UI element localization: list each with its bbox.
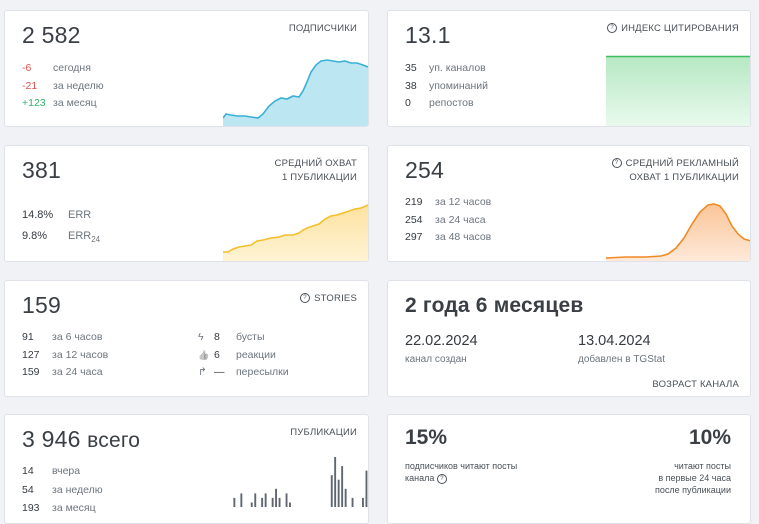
created-date: 22.02.2024 (405, 333, 478, 349)
stat-row: +123 за месяц (22, 97, 97, 109)
ad-reach-line (606, 203, 750, 259)
publications-value: 3 946 всего (22, 426, 141, 452)
citation-stats: 35 уп. каналов 38 упоминаний 0 репостов (405, 60, 488, 113)
subscribers-count: 2 582 (22, 22, 81, 48)
channel-age-card[interactable]: 2 года 6 месяцев 22.02.2024 канал создан… (387, 280, 751, 397)
citation-area (606, 56, 750, 126)
ad-reach-card[interactable]: 254 ? СРЕДНИЙ РЕКЛАМНЫЙ ОХВАТ 1 ПУБЛИКАЦИИ… (387, 145, 751, 262)
citation-card[interactable]: 13.1 ? ИНДЕКС ЦИТИРОВАНИЯ 35 уп. каналов 3… (387, 10, 751, 127)
publications-bar (362, 497, 364, 507)
publications-bar (250, 502, 253, 507)
info-icon[interactable]: ? (607, 23, 618, 34)
publications-bar (337, 479, 340, 507)
stat-row: 9.8% ERR24 (22, 230, 101, 245)
stat-row: -6 сегодня (22, 62, 91, 74)
publications-bar (240, 493, 243, 507)
added-date: 13.04.2024 (578, 333, 651, 349)
stat-row: 14.8% ERR (22, 209, 92, 221)
stories-value: 159 (22, 292, 61, 318)
reach-value: 381 (22, 157, 61, 183)
publications-bar (365, 470, 368, 507)
reach-label: СРЕДНИЙ ОХВАТ 1 ПУБЛИКАЦИИ (274, 158, 357, 183)
stat-row: 91 за 6 часов (22, 331, 103, 343)
created-label: канал создан (405, 354, 467, 365)
subscribers-sparkline[interactable] (223, 58, 369, 127)
publications-bar (285, 493, 288, 507)
bolt-icon: ϟ (198, 331, 204, 343)
subscribers-line (223, 59, 368, 119)
publications-label: ПУБЛИКАЦИИ (290, 427, 357, 438)
citation-label: ? ИНДЕКС ЦИТИРОВАНИЯ (607, 22, 739, 36)
readers-24h-caption: читают посты в первые 24 часа после публ… (655, 461, 731, 495)
ad-reach-sparkline[interactable] (606, 196, 751, 262)
publications-bar (351, 497, 354, 507)
publications-bar-chart[interactable] (223, 455, 369, 507)
share-arrow-icon: ↱ (198, 366, 207, 378)
publications-bar (271, 497, 274, 507)
stories-engagement: ϟ 8 бусты 👍 6 реакции ↱ — пересылки (198, 329, 289, 382)
publications-bar (334, 457, 337, 507)
added-label: добавлен в TGStat (578, 354, 666, 365)
stat-row: -21 за неделю (22, 79, 104, 92)
publications-bar (289, 502, 291, 507)
err-stats: 14.8% ERR 9.8% ERR24 (22, 205, 100, 250)
info-icon[interactable]: ? (436, 473, 447, 484)
readers-percent: 15% (405, 426, 448, 449)
stat-row: 297 за 48 часов (405, 231, 492, 243)
citation-index: 13.1 (405, 22, 451, 48)
subscribers-label: ПОДПИСЧИКИ (288, 23, 357, 34)
publications-bar (330, 475, 333, 507)
reach-line (223, 204, 368, 253)
info-icon[interactable]: ? (300, 293, 311, 304)
stat-row: ↱ — пересылки (198, 364, 289, 382)
stat-row: 14 вчера (22, 465, 81, 477)
publications-bar (278, 497, 281, 507)
stat-row: 35 уп. каналов (405, 62, 486, 74)
info-icon[interactable]: ? (611, 158, 622, 169)
reach-area (223, 205, 368, 261)
subscribers-area (223, 60, 368, 126)
stat-row: 👍 6 реакции (198, 347, 289, 365)
reach-card[interactable]: 381 СРЕДНИЙ ОХВАТ 1 ПУБЛИКАЦИИ 14.8% ERR 9… (4, 145, 369, 262)
publications-card[interactable]: 3 946 всего ПУБЛИКАЦИИ 14 вчера 54 за неде… (4, 414, 369, 524)
reach-sparkline[interactable] (223, 196, 369, 262)
readers-24h-percent: 10% (688, 426, 731, 449)
stat-row: 0 репостов (405, 97, 474, 109)
publications-bar (233, 497, 236, 507)
stat-row: ϟ 8 бусты (198, 329, 289, 347)
publications-bar (275, 488, 277, 507)
subscribers-stats: -6 сегодня -21 за неделю +123 за месяц (22, 60, 104, 113)
publications-bar (264, 493, 267, 507)
ad-reach-value: 254 (405, 157, 444, 183)
publications-stats: 14 вчера 54 за неделю 193 за месяц (22, 462, 103, 518)
publications-bar (261, 497, 264, 507)
ad-reach-area (606, 204, 750, 261)
ad-reach-stats: 219 за 12 часов 254 за 24 часа 297 за 48 ча… (405, 194, 491, 247)
citation-chart[interactable] (606, 51, 751, 127)
channel-age-value: 2 года 6 месяцев (405, 294, 584, 317)
stat-row: 254 за 24 часа (405, 213, 486, 226)
ad-reach-label: ? СРЕДНИЙ РЕКЛАМНЫЙ ОХВАТ 1 ПУБЛИКАЦИИ (611, 157, 739, 185)
stat-row: 159 за 24 часа (22, 366, 103, 378)
stories-views: 91 за 6 часов 127 за 12 часов 159 за 24 час… (22, 329, 108, 382)
publications-bar (341, 466, 344, 507)
stat-row: 38 упоминаний (405, 79, 489, 92)
channel-age-label: ВОЗРАСТ КАНАЛА (652, 379, 739, 390)
readers-card[interactable]: 15% подписчиков читают посты канала ? 10… (387, 414, 751, 524)
stories-card[interactable]: 159 ? STORIES 91 за 6 часов 127 за 12 часов… (4, 280, 369, 397)
publications-bar (344, 488, 347, 507)
stat-row: 54 за неделю (22, 483, 103, 496)
stat-row: 127 за 12 часов (22, 348, 109, 361)
stat-row: 193 за месяц (22, 502, 96, 514)
thumbs-up-icon: 👍 (198, 349, 210, 360)
readers-caption: подписчиков читают посты канала ? (405, 461, 518, 484)
stories-label: ? STORIES (300, 292, 357, 306)
stat-row: 219 за 12 часов (405, 196, 492, 208)
publications-bar (254, 493, 257, 507)
subscribers-card[interactable]: 2 582 ПОДПИСЧИКИ -6 сегодня -21 за неделю … (4, 10, 369, 127)
